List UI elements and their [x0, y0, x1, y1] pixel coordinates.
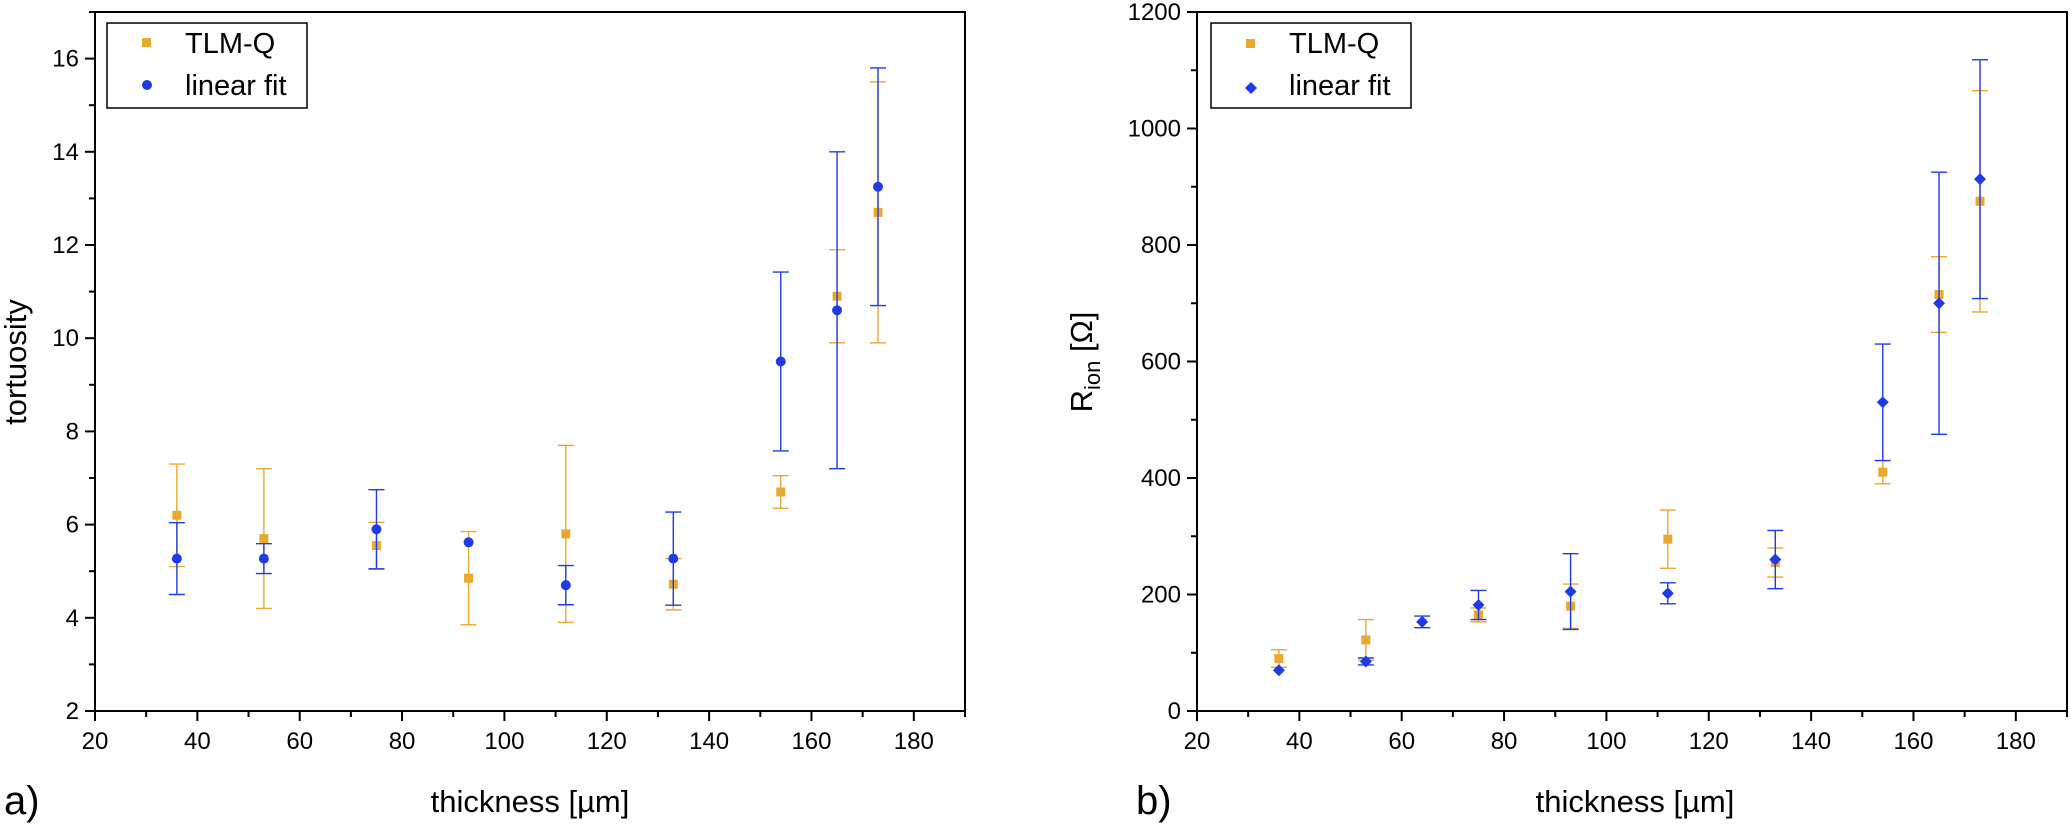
data-point-diamond: [1933, 297, 1946, 310]
x-tick-label: 40: [1286, 728, 1313, 755]
series-circle: [168, 67, 886, 606]
data-point-square: [172, 510, 182, 520]
data-point-square: [1274, 654, 1284, 664]
data-point-square: [464, 573, 474, 583]
y-tick-label: 400: [1141, 465, 1181, 492]
plot-frame-b: [1196, 11, 2068, 712]
legend-label-fit-b: linear fit: [1289, 70, 1391, 102]
y-tick-label: 1200: [1128, 0, 1181, 26]
x-tick-label: 20: [82, 728, 109, 755]
series-square: [168, 81, 886, 626]
data-point-circle: [171, 553, 182, 564]
data-point-diamond: [1416, 615, 1429, 628]
x-tick-label: 140: [1791, 728, 1831, 755]
y-axis-label-b-unit: [Ω]: [1064, 312, 1099, 361]
y-tick-label: 10: [52, 325, 79, 352]
x-axis-label-a: thickness [µm]: [431, 784, 630, 819]
data-point-circle: [832, 305, 843, 316]
data-point-diamond: [1769, 553, 1782, 566]
x-tick-label: 180: [894, 728, 934, 755]
x-tick-label: 160: [791, 728, 831, 755]
legend-label-tlmq-a: TLM-Q: [185, 28, 275, 60]
data-point-diamond: [1661, 587, 1674, 600]
data-point-diamond: [1359, 655, 1372, 668]
legend-marker-fit-b: [1245, 82, 1257, 94]
legend-marker-fit-a: [142, 80, 152, 90]
x-tick-label: 120: [587, 728, 627, 755]
legend-marker-tlmq-a: [142, 38, 151, 47]
y-tick-label: 600: [1141, 349, 1181, 376]
marks-a: [168, 67, 886, 626]
legend-box-a: [106, 22, 308, 109]
x-tick-label: 40: [184, 728, 211, 755]
plot-frame-a: [94, 11, 966, 712]
x-tick-label: 180: [1996, 728, 2036, 755]
y-tick-label: 6: [66, 512, 79, 539]
y-tick-label: 2: [66, 698, 79, 725]
y-tick-label: 14: [52, 139, 79, 166]
y-axis-label-b: Rion [Ω]: [1064, 312, 1105, 413]
series-square: [1270, 89, 1988, 669]
y-tick-label: 200: [1141, 582, 1181, 609]
y-axis-label-a: tortuosity: [0, 299, 33, 425]
chart-panel-a: 20 40 60 80 100 120 140 160 180 2 4 6 8 10 12 14 16 thic…: [0, 11, 966, 823]
y-axis-label-b-sub: ion: [1080, 361, 1105, 390]
ticks-b: 20 40 60 80 100 120 140 160 180 0 200 400 600 800 1000…: [1128, 0, 2068, 755]
data-point-square: [1361, 635, 1371, 645]
x-tick-label: 120: [1689, 728, 1729, 755]
legend-marker-tlmq-b: [1246, 39, 1255, 48]
x-tick-label: 100: [1586, 728, 1626, 755]
legend-b: TLM-Q linear fit: [1210, 22, 1412, 109]
x-tick-label: 100: [484, 728, 524, 755]
x-tick-label: 20: [1184, 728, 1211, 755]
data-point-circle: [560, 580, 571, 591]
series-diamond: [1272, 59, 1988, 677]
panel-label-b: b): [1136, 779, 1172, 823]
legend-label-fit-a: linear fit: [185, 70, 287, 102]
y-tick-label: 1000: [1128, 116, 1181, 143]
y-tick-label: 12: [52, 232, 79, 259]
data-point-circle: [873, 181, 883, 192]
y-tick-label: 16: [52, 46, 79, 73]
data-point-diamond: [1564, 585, 1577, 598]
data-point-square: [561, 529, 571, 539]
ticks-a: 20 40 60 80 100 120 140 160 180 2 4 6 8 10 12 14 16: [52, 11, 966, 755]
y-axis-label-b-main: R: [1064, 390, 1099, 412]
data-point-diamond: [1876, 396, 1889, 409]
marks-b: [1270, 59, 1988, 677]
x-tick-label: 80: [1491, 728, 1518, 755]
data-point-square: [1878, 467, 1888, 477]
data-point-diamond: [1472, 598, 1485, 611]
data-point-diamond: [1272, 664, 1285, 677]
data-point-circle: [775, 356, 786, 367]
y-tick-label: 800: [1141, 232, 1181, 259]
legend-a: TLM-Q linear fit: [106, 22, 308, 109]
data-point-circle: [371, 524, 382, 535]
y-tick-label: 0: [1168, 698, 1181, 725]
legend-box-b: [1210, 22, 1412, 109]
data-point-square: [1663, 534, 1673, 544]
x-axis-label-b: thickness [µm]: [1536, 784, 1735, 819]
data-point-circle: [668, 553, 679, 564]
x-tick-label: 140: [689, 728, 729, 755]
data-point-square: [776, 487, 786, 497]
y-tick-label: 8: [66, 418, 79, 445]
data-point-circle: [258, 553, 269, 564]
legend-label-tlmq-b: TLM-Q: [1289, 28, 1379, 60]
chart-panel-b: 20 40 60 80 100 120 140 160 180 0 200 400 600 800 1000…: [1064, 0, 2068, 823]
panel-label-a: a): [4, 779, 40, 823]
data-point-square: [259, 534, 269, 544]
data-point-circle: [463, 537, 474, 548]
y-tick-label: 4: [66, 605, 79, 632]
x-tick-label: 60: [286, 728, 313, 755]
x-tick-label: 160: [1893, 728, 1933, 755]
x-tick-label: 80: [389, 728, 416, 755]
x-tick-label: 60: [1388, 728, 1415, 755]
data-point-diamond: [1974, 173, 1986, 186]
